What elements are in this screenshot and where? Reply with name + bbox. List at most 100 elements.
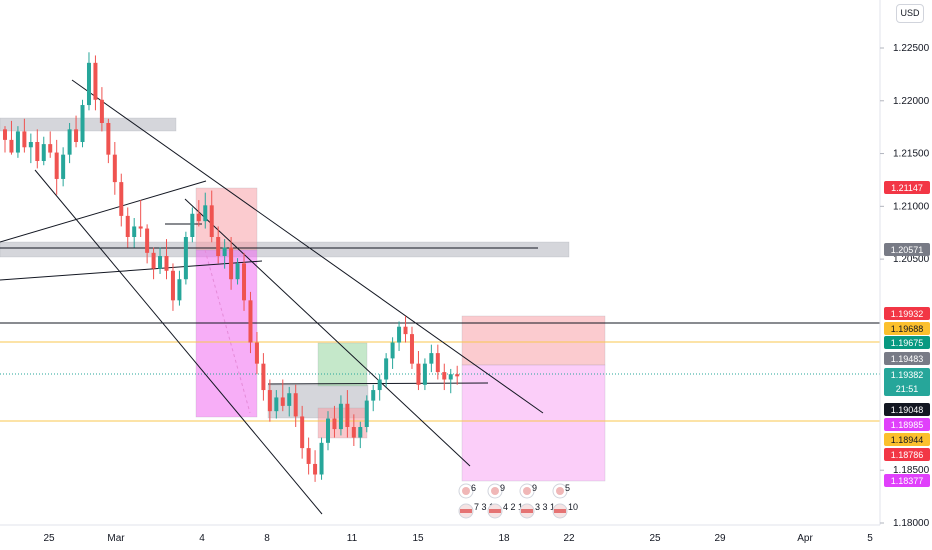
price-tag-bg [884,307,930,320]
trendline-2 [184,198,471,467]
candle [455,365,460,385]
x-tick-label: 22 [563,533,575,544]
candle-body [248,300,253,343]
economic-events[interactable]: 6 7 3 1 9 4 2 1 9 3 3 1 5 10 [458,483,578,519]
price-tag-label: 1.18377 [891,476,924,486]
candle [409,326,414,369]
candle-body [267,390,272,412]
price-tag-label: 1.18985 [891,420,924,430]
x-tick-label: 25 [43,533,55,544]
candle [48,131,53,158]
candle-body [164,256,169,271]
candle-body [48,144,53,153]
candle [384,353,389,387]
candle [319,437,324,480]
price-tag: 1.19483 [884,352,930,365]
x-tick-label: 15 [412,533,424,544]
candle-body [41,144,46,161]
candle-body [442,372,447,380]
candle [364,395,369,433]
price-tag: 1.20571 [884,243,930,256]
candle-body [274,397,279,412]
candle-body [222,247,227,256]
projection-dotted-line [204,249,251,414]
candle-body [351,427,356,438]
candle [377,374,382,401]
currency-button[interactable]: USD [896,4,924,23]
price-tag-bg [884,336,930,349]
candle [351,414,356,446]
candle-body [74,129,79,142]
x-tick-label: 25 [649,533,661,544]
candle [61,147,66,187]
flag-stripe-icon [521,509,533,513]
candle [86,52,91,111]
price-tags: 1.21147 1.20571 1.19932 1.19688 1.19675 1.194… [884,181,930,487]
candle [35,129,40,169]
candle [106,118,111,164]
countdown-label: 21:51 [896,384,919,394]
candle-body [183,237,188,280]
candle-body [112,154,117,183]
event-marker: 6 7 3 1 [458,483,494,519]
y-tick-label: 1.21000 [893,201,930,212]
trendline-1 [34,169,323,515]
price-tag-bg [884,368,930,396]
candle [442,363,447,391]
time-axis-bg [0,525,932,550]
price-tag-label: 1.21147 [891,183,923,193]
candle-body [216,237,221,256]
candle-body [106,123,111,155]
candle-body [332,418,337,430]
price-tag-bg [884,322,930,335]
candle [41,136,46,166]
candle [229,237,234,290]
candle-body [390,342,395,359]
zone-0 [0,117,177,132]
candle [397,321,402,351]
candle [9,120,14,155]
candle-body [242,263,247,301]
candle-body [235,263,240,280]
event-badge-count: 5 [565,483,570,493]
candle [145,224,150,264]
candle-body [358,427,363,438]
candle [235,258,240,285]
candle-body [119,182,124,216]
candle [190,207,195,243]
y-tick-label: 1.18000 [893,518,930,529]
candle [28,133,33,164]
zone-4 [195,249,258,418]
y-tick-label: 1.22500 [893,43,930,54]
price-tag-label: 1.19382 [891,370,924,380]
x-tick-label: 11 [347,533,358,544]
y-tick-label: 1.20500 [893,254,930,265]
candle-body [138,226,143,229]
event-count: 3 3 1 [535,502,555,512]
candle-body [15,131,20,153]
candle-body [403,326,408,335]
trendline-0 [71,79,544,414]
candle-body [190,213,195,237]
price-tag: 1.18377 [884,474,930,487]
candle-body [371,390,376,401]
candle [183,231,188,285]
candle-body [280,397,285,406]
trendline-3 [0,180,207,243]
candle [177,270,182,306]
candle-body [158,256,163,269]
x-tick-label: 18 [498,533,510,544]
candle [138,200,143,237]
candle-body [397,326,402,343]
trendlines[interactable] [0,79,880,515]
price-tag: 1.19688 [884,322,930,335]
candle-body [22,131,27,148]
candle [313,450,318,482]
price-tag: 1.19048 [884,403,930,416]
x-tick-label: 4 [199,533,205,544]
candle [151,247,156,280]
price-tag-bg [884,403,930,416]
flag-icon [491,487,499,495]
